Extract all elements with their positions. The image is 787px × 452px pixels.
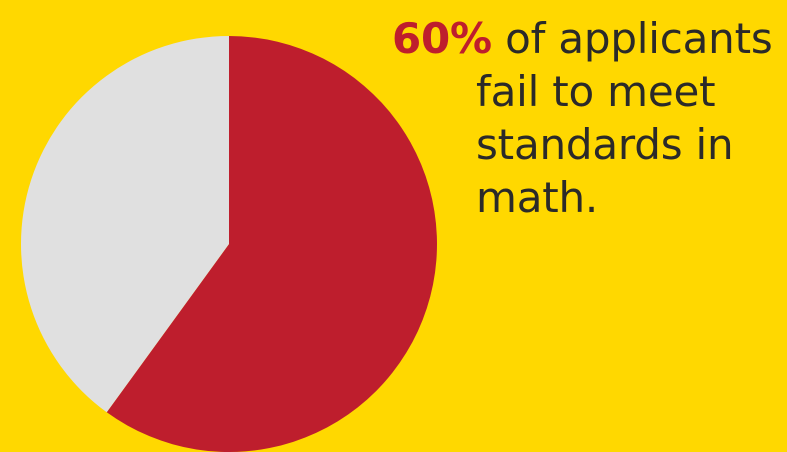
statistic-line-4: math. [476,173,599,222]
statistic-line-1: 60% of applicants [392,12,780,65]
statistic-line-2: fail to meet [476,67,716,116]
statistic-callout: 60% of applicants fail to meet standards… [392,12,780,224]
statistic-line-3: standards in [476,120,734,169]
pie-slice-fail-to-meet-standards-in-math [106,36,437,452]
pie-slices-group [20,36,437,452]
statistic-text-line-1: of applicants [491,14,773,63]
percentage-value: 60% [392,14,492,63]
pie-slice-other-applicants [20,36,229,413]
